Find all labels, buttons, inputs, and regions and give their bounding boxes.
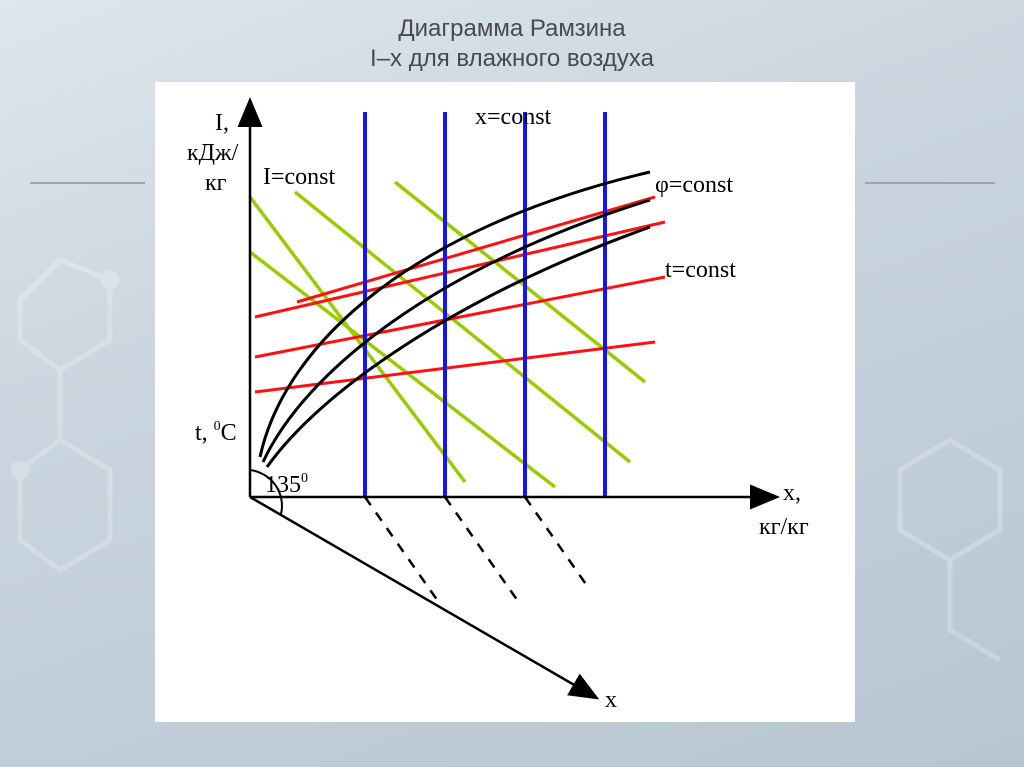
y-axis-label-2: кДж/ xyxy=(187,140,239,166)
angle-label: 1350 xyxy=(265,471,308,498)
side-rule-right xyxy=(865,182,995,184)
label-t-const: t=const xyxy=(665,257,736,283)
x-axis-label-2: кг/кг xyxy=(759,514,809,540)
dashed-x-extensions xyxy=(365,497,590,604)
diag-axis-label: x xyxy=(605,687,617,713)
side-rule-left xyxy=(30,182,145,184)
t-origin-label: t, 0C xyxy=(195,419,237,446)
slide: Диаграмма Рамзина I–x для влажного возду… xyxy=(0,0,1024,767)
x-const-lines xyxy=(365,112,605,497)
title-line-2: I–x для влажного воздуха xyxy=(0,44,1024,74)
title-line-1: Диаграмма Рамзина xyxy=(0,14,1024,44)
label-phi-const: φ=const xyxy=(655,172,733,198)
slide-title: Диаграмма Рамзина I–x для влажного возду… xyxy=(0,14,1024,74)
label-i-const: I=const xyxy=(263,164,336,190)
label-x-const: x=const xyxy=(475,104,552,130)
diagram-svg: I, кДж/ кг x, кг/кг x t, 0C 1350 I=const… xyxy=(155,82,855,722)
y-axis-label-1: I, xyxy=(215,110,229,136)
i-const-lines xyxy=(250,182,645,487)
x-axis-label-1: x, xyxy=(783,480,801,506)
ramzin-diagram: I, кДж/ кг x, кг/кг x t, 0C 1350 I=const… xyxy=(155,82,855,722)
y-axis-label-3: кг xyxy=(205,170,227,196)
